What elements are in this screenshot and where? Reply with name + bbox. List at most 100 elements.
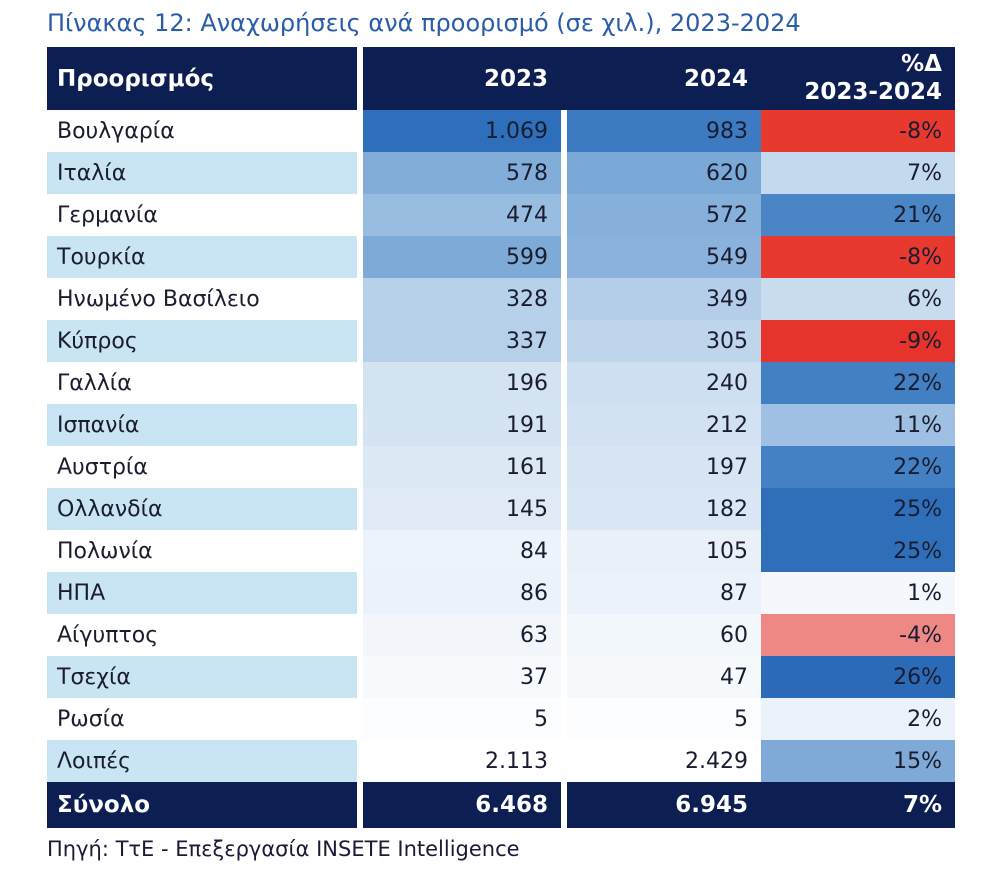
column-gap (357, 194, 363, 236)
delta-cell: 21% (761, 194, 955, 236)
value-2024-cell: 5 (567, 698, 761, 740)
destination-cell: Λοιπές (47, 740, 357, 782)
delta-cell: 26% (761, 656, 955, 698)
value-2023-cell: 196 (363, 362, 561, 404)
table-row: Πολωνία 84 105 25% (47, 530, 955, 572)
destination-cell: Ηνωμένο Βασίλειο (47, 278, 357, 320)
header-2023: 2023 (483, 65, 548, 92)
column-gap (357, 362, 363, 404)
table-row: Ολλανδία 145 182 25% (47, 488, 955, 530)
column-gap (357, 740, 363, 782)
column-gap (357, 47, 363, 110)
value-2024-cell: 87 (567, 572, 761, 614)
table-row: Ρωσία 5 5 2% (47, 698, 955, 740)
value-2024-cell: 572 (567, 194, 761, 236)
table-body: Βουλγαρία 1.069 983 -8% Ιταλία 578 620 7% Γερμαν… (47, 110, 955, 782)
header-values-group: 2023 2024 %Δ 2023-2024 (363, 47, 955, 110)
column-gap (357, 152, 363, 194)
destination-cell: Αίγυπτος (47, 614, 357, 656)
column-gap (561, 278, 567, 320)
header-delta: %Δ 2023-2024 (761, 47, 955, 110)
value-2023-cell: 84 (363, 530, 561, 572)
delta-cell: -8% (761, 110, 955, 152)
header-destination: Προορισμός (47, 47, 357, 110)
column-gap (357, 488, 363, 530)
column-gap (561, 782, 567, 828)
table-row: Τσεχία 37 47 26% (47, 656, 955, 698)
value-2024-cell: 620 (567, 152, 761, 194)
delta-cell: 22% (761, 362, 955, 404)
value-2023-cell: 161 (363, 446, 561, 488)
value-2024-cell: 2.429 (567, 740, 761, 782)
column-gap (357, 236, 363, 278)
destination-cell: Τουρκία (47, 236, 357, 278)
column-gap (561, 656, 567, 698)
departures-table: Προορισμός 2023 2024 %Δ 2023-2024 Βουλγα… (47, 47, 955, 828)
source-note: Πηγή: ΤτΕ - Επεξεργασία INSETE Intellige… (47, 837, 520, 861)
value-2024-cell: 182 (567, 488, 761, 530)
delta-cell: -9% (761, 320, 955, 362)
column-gap (357, 320, 363, 362)
column-gap (357, 404, 363, 446)
delta-cell: 6% (761, 278, 955, 320)
value-2023-cell: 2.113 (363, 740, 561, 782)
column-gap (561, 152, 567, 194)
delta-cell: 25% (761, 488, 955, 530)
value-2023-cell: 337 (363, 320, 561, 362)
page: Πίνακας 12: Αναχωρήσεις ανά προορισμό (σ… (47, 9, 955, 861)
column-gap (357, 110, 363, 152)
value-2024-cell: 549 (567, 236, 761, 278)
destination-cell: ΗΠΑ (47, 572, 357, 614)
table-header-row: Προορισμός 2023 2024 %Δ 2023-2024 (47, 47, 955, 110)
column-gap (561, 194, 567, 236)
value-2023-cell: 86 (363, 572, 561, 614)
column-gap (561, 614, 567, 656)
column-gap (561, 320, 567, 362)
column-gap (357, 446, 363, 488)
header-2024: 2024 (683, 65, 748, 92)
delta-cell: 2% (761, 698, 955, 740)
value-2023-cell: 37 (363, 656, 561, 698)
table-row: ΗΠΑ 86 87 1% (47, 572, 955, 614)
column-gap (561, 740, 567, 782)
value-2024-cell: 349 (567, 278, 761, 320)
column-gap (561, 572, 567, 614)
destination-cell: Αυστρία (47, 446, 357, 488)
column-gap (561, 404, 567, 446)
destination-cell: Γερμανία (47, 194, 357, 236)
value-2023-cell: 328 (363, 278, 561, 320)
value-2023-cell: 5 (363, 698, 561, 740)
value-2024-cell: 105 (567, 530, 761, 572)
destination-cell: Τσεχία (47, 656, 357, 698)
value-2023-cell: 63 (363, 614, 561, 656)
table-total-row: Σύνολο 6.468 6.945 7% (47, 782, 955, 828)
delta-cell: 15% (761, 740, 955, 782)
value-2023-cell: 191 (363, 404, 561, 446)
header-delta-line2: 2023-2024 (804, 78, 942, 105)
value-2024-cell: 47 (567, 656, 761, 698)
table-row: Ιταλία 578 620 7% (47, 152, 955, 194)
value-2023-cell: 578 (363, 152, 561, 194)
column-gap (357, 278, 363, 320)
column-gap (561, 446, 567, 488)
table-row: Λοιπές 2.113 2.429 15% (47, 740, 955, 782)
table-row: Γερμανία 474 572 21% (47, 194, 955, 236)
value-2024-cell: 197 (567, 446, 761, 488)
column-gap (561, 698, 567, 740)
destination-cell: Γαλλία (47, 362, 357, 404)
value-2023-cell: 599 (363, 236, 561, 278)
column-gap (357, 614, 363, 656)
delta-cell: 22% (761, 446, 955, 488)
table-row: Βουλγαρία 1.069 983 -8% (47, 110, 955, 152)
value-2024-cell: 212 (567, 404, 761, 446)
destination-cell: Κύπρος (47, 320, 357, 362)
table-row: Αυστρία 161 197 22% (47, 446, 955, 488)
column-gap (561, 530, 567, 572)
value-2023-cell: 1.069 (363, 110, 561, 152)
table-row: Γαλλία 196 240 22% (47, 362, 955, 404)
table-row: Κύπρος 337 305 -9% (47, 320, 955, 362)
column-gap (357, 782, 363, 828)
value-2024-cell: 240 (567, 362, 761, 404)
column-gap (357, 530, 363, 572)
table-row: Τουρκία 599 549 -8% (47, 236, 955, 278)
